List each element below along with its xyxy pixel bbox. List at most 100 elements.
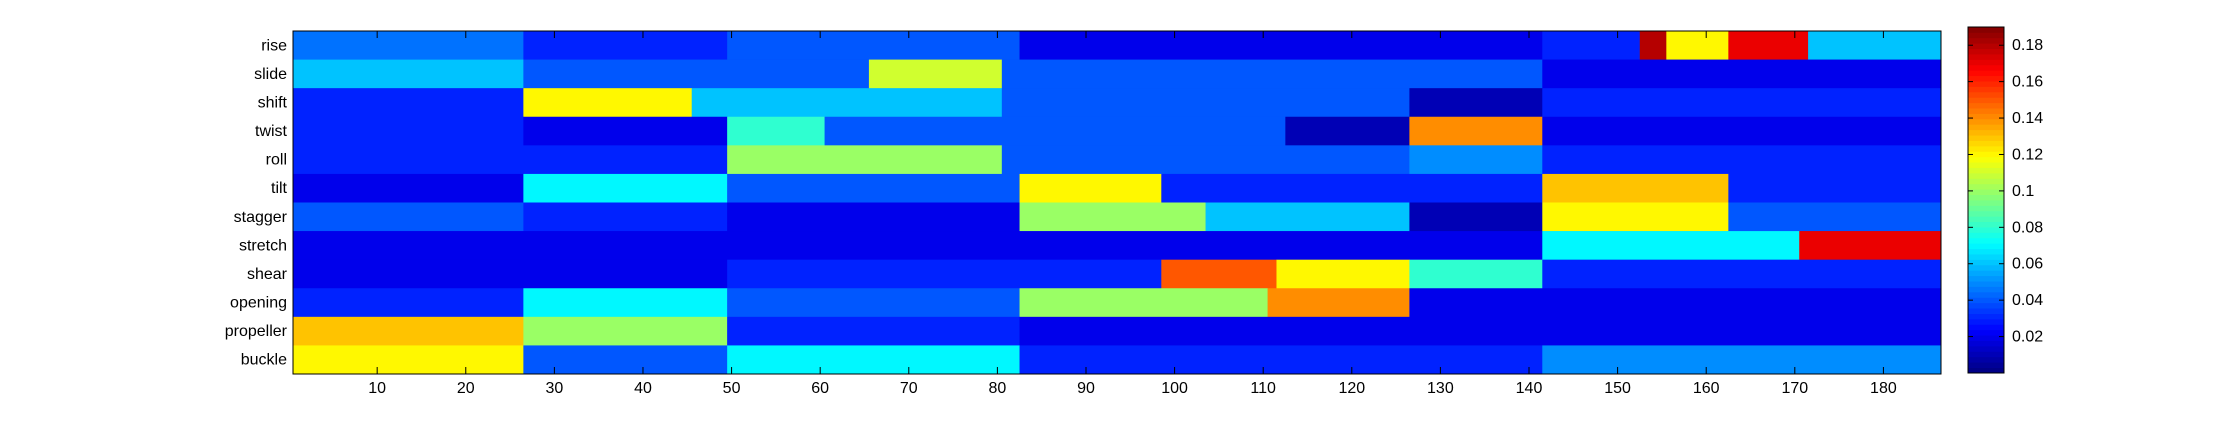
colorbar-segment	[1968, 102, 2004, 109]
heatmap-cell-tilt	[1019, 173, 1162, 203]
heatmap-cell-roll	[727, 145, 1003, 175]
heatmap-cell-buckle	[293, 345, 524, 375]
heatmap-cell-opening	[727, 288, 1020, 318]
colorbar-segment	[1968, 48, 2004, 55]
heatmap-cell-rise	[293, 31, 524, 60]
heatmap-cell-shift	[691, 88, 1003, 118]
colorbar-segment	[1968, 205, 2004, 212]
row-label-stagger: stagger	[234, 209, 288, 226]
heatmap-cell-roll	[1409, 145, 1543, 175]
colorbar-segment	[1968, 221, 2004, 228]
heatmap-cell-stagger	[727, 202, 1020, 232]
x-tick-label: 170	[1781, 380, 1808, 397]
colorbar-segment	[1968, 70, 2004, 77]
heatmap-cell-rise	[1728, 31, 1809, 60]
heatmap-cell-slide	[868, 59, 1003, 89]
colorbar-tick-label: 0.04	[2012, 292, 2043, 309]
heatmap-cell-shift	[523, 88, 693, 118]
colorbar-segment	[1968, 243, 2004, 250]
colorbar-tick-label: 0.06	[2012, 256, 2043, 273]
colorbar-segment	[1968, 308, 2004, 314]
colorbar-segment	[1968, 156, 2004, 163]
x-tick-label: 70	[900, 380, 918, 397]
colorbar-segment	[1968, 324, 2004, 331]
colorbar-segment	[1968, 216, 2004, 223]
heatmap-cell-shear	[1542, 259, 1942, 289]
x-tick-label: 110	[1250, 380, 1276, 397]
heatmap-cell-roll	[293, 145, 728, 175]
heatmap-cell-twist	[523, 116, 728, 146]
heatmap-cell-tilt	[1542, 173, 1729, 203]
heatmap-cell-buckle	[523, 345, 728, 375]
colorbar-segment	[1968, 367, 2004, 374]
colorbar-segment	[1968, 275, 2004, 282]
heatmap-cell-twist	[1409, 116, 1543, 146]
colorbar-segment	[1968, 248, 2004, 255]
colorbar-segment	[1968, 124, 2004, 131]
row-label-stretch: stretch	[239, 237, 287, 254]
colorbar-tick-label: 0.12	[2012, 146, 2043, 163]
heatmap-cell-tilt	[1728, 173, 1942, 203]
heatmap-cell-tilt	[523, 173, 728, 203]
heatmap-cell-slide	[1001, 59, 1543, 89]
colorbar-tick-label: 0.14	[2012, 110, 2043, 127]
colorbar-segment	[1968, 91, 2004, 98]
heatmap-cell-shear	[727, 259, 1162, 289]
colorbar-segment	[1968, 329, 2004, 336]
colorbar-segment	[1968, 210, 2004, 217]
heatmap-cell-propeller	[727, 316, 1020, 346]
colorbar-segment	[1968, 172, 2004, 179]
row-label-buckle: buckle	[241, 352, 287, 369]
heatmap-cell-rise	[1639, 31, 1667, 60]
colorbar-segment	[1968, 162, 2004, 168]
colorbar-segment	[1968, 54, 2004, 60]
heatmap-cell-roll	[1542, 145, 1942, 175]
heatmap-cell-rise	[1019, 31, 1543, 60]
row-label-rise: rise	[261, 37, 287, 54]
colorbar-segment	[1968, 81, 2004, 87]
x-tick-label: 10	[368, 380, 386, 397]
heatmap-cell-rise	[727, 31, 1020, 60]
row-label-tilt: tilt	[271, 180, 288, 197]
heatmap-cell-opening	[1019, 288, 1268, 318]
colorbar-segment	[1968, 178, 2004, 185]
row-label-twist: twist	[255, 123, 288, 140]
heatmap-cell-stagger	[1728, 202, 1942, 232]
heatmap-cell-twist	[293, 116, 524, 146]
heatmap-cell-propeller	[1019, 316, 1543, 346]
colorbar-frame	[1967, 26, 2005, 374]
row-label-roll: roll	[266, 152, 287, 169]
colorbar-segment	[1968, 97, 2004, 104]
heatmap-cell-stagger	[1409, 202, 1543, 232]
heatmap-cell-opening	[1267, 288, 1410, 318]
heatmap-cell-rise	[1542, 31, 1641, 60]
heatmap-cell-buckle	[1542, 345, 1942, 375]
heatmap-cell-roll	[1001, 145, 1410, 175]
heatmap-cell-buckle	[1019, 345, 1543, 375]
colorbar: 0.02 0.04 0.06 0.08 0.1 0.12 0.14 0.16 0.18	[1967, 26, 2043, 374]
x-tick-label: 140	[1516, 380, 1543, 397]
colorbar-segment	[1968, 32, 2004, 39]
heatmap-cell-slide	[1542, 59, 1942, 89]
colorbar-segment	[1968, 167, 2004, 174]
colorbar-segment	[1968, 75, 2004, 82]
colorbar-segment	[1968, 270, 2004, 277]
colorbar-segment	[1968, 129, 2004, 136]
colorbar-tick-label: 0.16	[2012, 74, 2043, 91]
heatmap-cell-stretch	[1799, 231, 1942, 260]
colorbar-segment	[1968, 43, 2004, 50]
x-tick-label: 160	[1693, 380, 1720, 397]
x-tick-label: 150	[1604, 380, 1631, 397]
heatmap-cell-stagger	[1205, 202, 1410, 232]
row-labels: rise slide shift twist roll tilt stagger stretc…	[225, 37, 288, 368]
x-axis-ticks: 10 20 30 40 50 60 70 80 90 100 110 120 130 140 150 160 1…	[368, 31, 1897, 397]
colorbar-segment	[1968, 145, 2004, 152]
heatmap-cell-twist	[1285, 116, 1410, 146]
heatmap-cell-propeller	[523, 316, 728, 346]
colorbar-tick-label: 0.18	[2012, 37, 2043, 54]
heatmap-cell-shear	[293, 259, 728, 289]
heatmap-cell-opening	[293, 288, 524, 318]
row-label-slide: slide	[254, 66, 287, 83]
colorbar-segment	[1968, 237, 2004, 244]
